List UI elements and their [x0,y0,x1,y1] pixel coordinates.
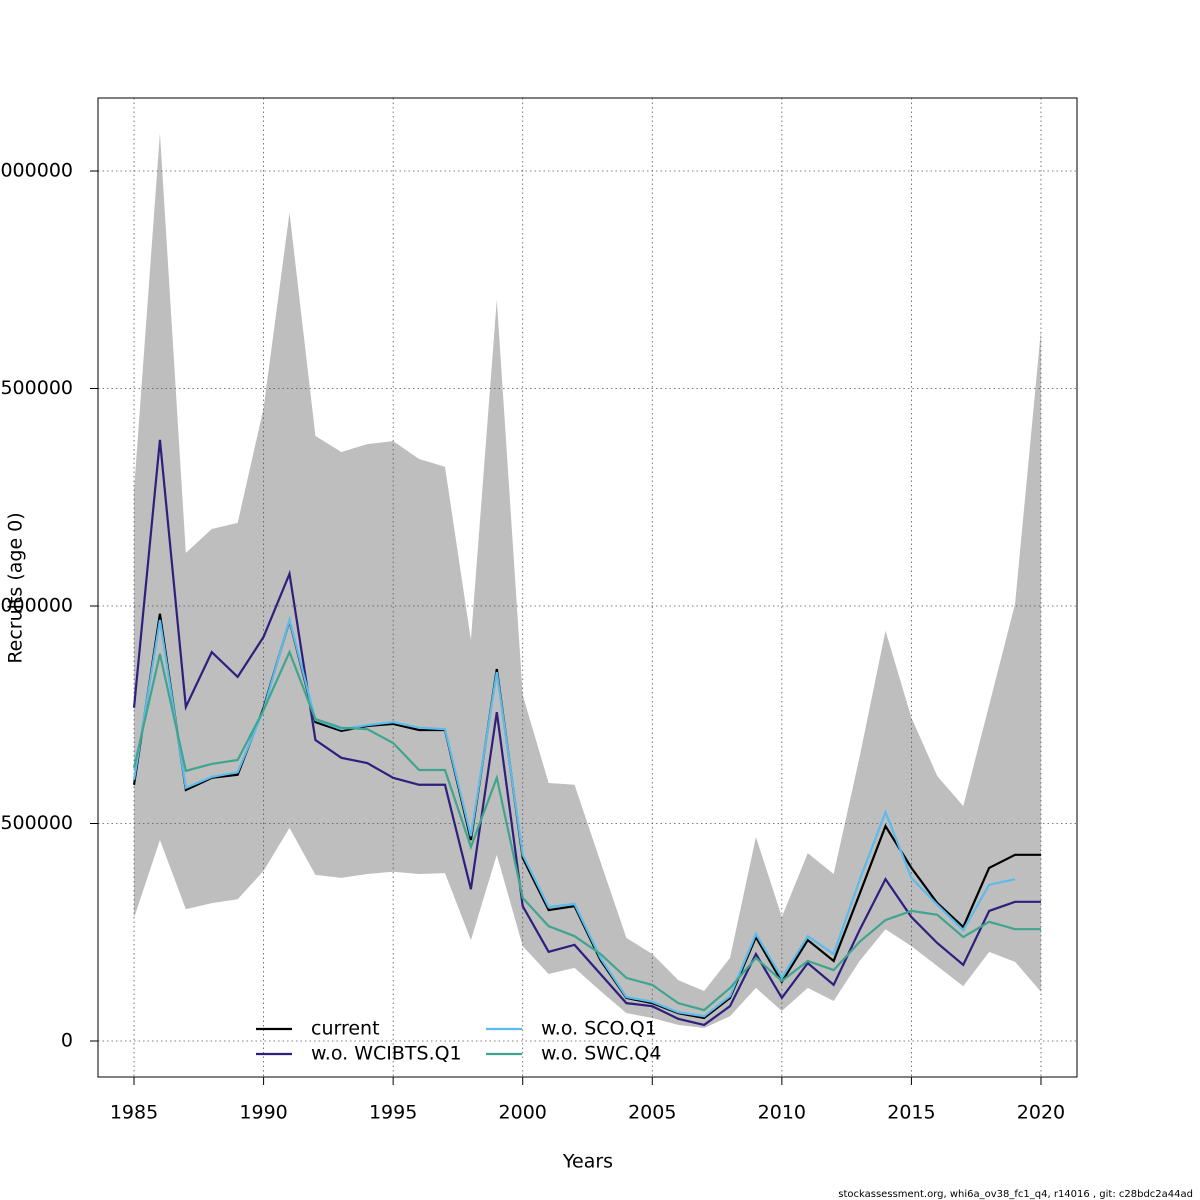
legend-label: w.o. SWC.Q4 [541,1043,661,1065]
y-tick-label: 1500000 [0,377,73,399]
y-tick-label: 0 [61,1029,73,1051]
series-line [132,649,1041,1012]
x-tick-label: 1990 [239,1102,287,1124]
legend-label: w.o. SCO.Q1 [541,1018,657,1040]
x-tick-label: 1995 [369,1102,417,1124]
y-tick-label: 1000000 [0,594,73,616]
y-tick-label: 2000000 [0,159,73,181]
y-axis-label: Recruits (age 0) [5,512,27,663]
x-tick-label: 2010 [758,1102,806,1124]
x-tick-label: 2000 [499,1102,547,1124]
confidence-band [134,133,1041,1028]
plot-frame [97,97,1078,1078]
series-line [132,439,1041,1027]
footer: stockassessment.org, whi6a_ov38_fc1_q4, … [838,1189,1193,1200]
y-tick-label: 500000 [0,812,73,834]
x-axis-label: Years [562,1151,613,1173]
x-tick-label: 2020 [1017,1102,1065,1124]
x-tick-label: 1985 [110,1102,158,1124]
x-tick-label: 2015 [887,1102,935,1124]
series-line [132,615,1016,1018]
legend-label: current [311,1018,380,1040]
x-tick-label: 2005 [628,1102,676,1124]
legend-label: w.o. WCIBTS.Q1 [311,1043,462,1065]
